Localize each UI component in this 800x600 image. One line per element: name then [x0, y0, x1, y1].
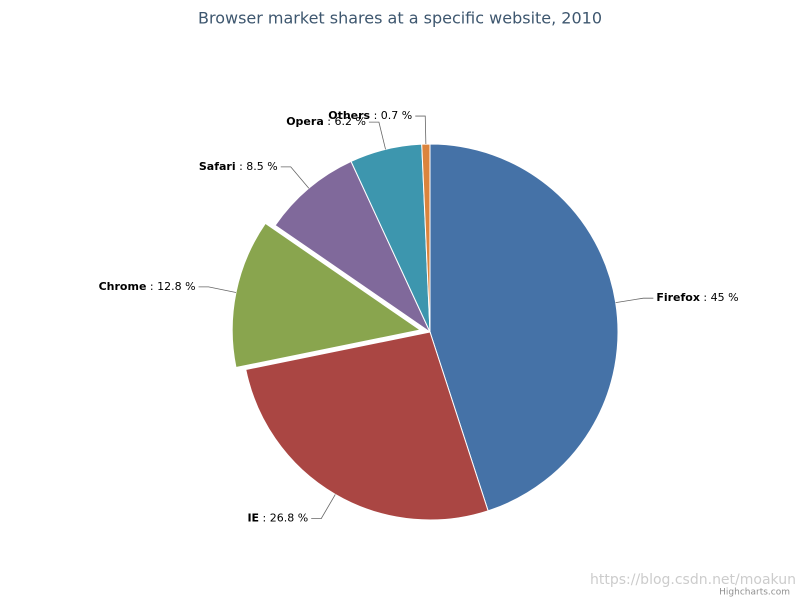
data-label: Opera : 6.2 % — [286, 115, 366, 128]
data-label: Firefox : 45 % — [656, 291, 738, 304]
label-name: Others — [328, 109, 370, 122]
chart-title: Browser market shares at a specific webs… — [198, 9, 602, 28]
connector — [280, 166, 310, 189]
connector — [198, 286, 237, 293]
connector — [615, 297, 654, 303]
label-name: Firefox — [656, 291, 700, 304]
pie-slice — [429, 143, 619, 512]
credits[interactable]: Highcharts.com — [719, 588, 790, 598]
label-name: Chrome — [99, 280, 147, 293]
data-label: Others : 0.7 % — [328, 109, 412, 122]
watermark: https://blog.csdn.net/moakun — [590, 572, 796, 588]
label-value: : 12.8 % — [146, 280, 195, 293]
data-label: Safari : 8.5 % — [199, 160, 278, 173]
pie-slice — [274, 160, 432, 334]
label-value: : 26.8 % — [259, 512, 308, 525]
connector — [311, 494, 336, 520]
connector — [368, 121, 386, 150]
label-value: : 6.2 % — [324, 115, 366, 128]
label-value: : 8.5 % — [236, 160, 278, 173]
data-label: Chrome : 12.8 % — [99, 280, 196, 293]
label-value: : 45 % — [700, 291, 739, 304]
label-name: Opera — [286, 115, 324, 128]
pie-slice — [421, 143, 431, 333]
label-value: : 0.7 % — [370, 109, 412, 122]
data-label: IE : 26.8 % — [247, 512, 308, 525]
label-name: Safari — [199, 160, 236, 173]
connector — [415, 115, 427, 145]
label-name: IE — [247, 512, 259, 525]
